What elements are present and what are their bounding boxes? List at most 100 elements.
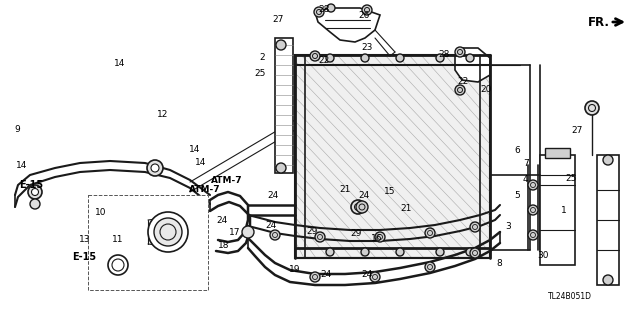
Polygon shape bbox=[315, 8, 380, 42]
Circle shape bbox=[310, 51, 320, 61]
Circle shape bbox=[315, 232, 325, 242]
Text: 24: 24 bbox=[320, 271, 332, 279]
Text: 19: 19 bbox=[289, 265, 301, 274]
Text: 16: 16 bbox=[371, 234, 383, 243]
Text: 15: 15 bbox=[384, 187, 396, 196]
Circle shape bbox=[466, 54, 474, 62]
Text: 17: 17 bbox=[229, 228, 241, 237]
Text: 8: 8 bbox=[496, 259, 502, 268]
Text: 3: 3 bbox=[506, 222, 511, 231]
Circle shape bbox=[603, 275, 613, 285]
Circle shape bbox=[242, 226, 254, 238]
Text: 27: 27 bbox=[572, 126, 583, 135]
Text: 14: 14 bbox=[195, 158, 207, 167]
Circle shape bbox=[396, 248, 404, 256]
Text: 14: 14 bbox=[189, 145, 200, 154]
Bar bbox=[540, 155, 575, 265]
Bar bbox=[545, 148, 570, 158]
Text: 30: 30 bbox=[538, 251, 549, 260]
Text: 4: 4 bbox=[523, 175, 529, 184]
Circle shape bbox=[151, 164, 159, 172]
Circle shape bbox=[108, 255, 128, 275]
Text: TL24B051D: TL24B051D bbox=[548, 292, 592, 300]
Text: 23: 23 bbox=[362, 43, 373, 52]
Circle shape bbox=[436, 248, 444, 256]
Text: 13: 13 bbox=[79, 235, 90, 244]
Circle shape bbox=[425, 228, 435, 238]
Text: 6: 6 bbox=[515, 146, 520, 155]
Circle shape bbox=[375, 232, 385, 242]
Text: 18: 18 bbox=[218, 241, 229, 250]
Circle shape bbox=[528, 205, 538, 215]
Circle shape bbox=[351, 200, 365, 214]
Bar bbox=[597, 155, 619, 285]
Circle shape bbox=[528, 230, 538, 240]
Circle shape bbox=[327, 4, 335, 12]
Text: 2: 2 bbox=[259, 53, 265, 62]
Text: 22: 22 bbox=[458, 77, 469, 86]
Circle shape bbox=[361, 54, 369, 62]
Bar bbox=[295, 55, 490, 258]
Circle shape bbox=[31, 189, 38, 196]
Text: 29: 29 bbox=[351, 229, 362, 238]
Circle shape bbox=[154, 218, 182, 246]
Text: 7: 7 bbox=[523, 159, 529, 167]
Circle shape bbox=[356, 201, 368, 213]
Circle shape bbox=[603, 155, 613, 165]
Circle shape bbox=[148, 212, 188, 252]
Text: 24: 24 bbox=[362, 271, 373, 279]
Circle shape bbox=[470, 248, 480, 258]
Text: 12: 12 bbox=[157, 110, 168, 119]
Text: FR.: FR. bbox=[588, 16, 610, 28]
Circle shape bbox=[30, 199, 40, 209]
Text: E-15: E-15 bbox=[19, 180, 44, 190]
Text: ATM-7: ATM-7 bbox=[211, 176, 243, 185]
Text: 29: 29 bbox=[306, 227, 317, 236]
Circle shape bbox=[326, 248, 334, 256]
Circle shape bbox=[147, 160, 163, 176]
Text: 25: 25 bbox=[255, 69, 266, 78]
Text: 28: 28 bbox=[438, 50, 450, 59]
Circle shape bbox=[455, 47, 465, 57]
Text: 24: 24 bbox=[266, 221, 277, 230]
Text: 21: 21 bbox=[400, 204, 412, 213]
Text: 9: 9 bbox=[14, 125, 20, 134]
Circle shape bbox=[28, 185, 42, 199]
Circle shape bbox=[276, 163, 286, 173]
Text: 5: 5 bbox=[514, 191, 520, 200]
Circle shape bbox=[470, 222, 480, 232]
Circle shape bbox=[370, 272, 380, 282]
Circle shape bbox=[276, 40, 286, 50]
Bar bbox=[275, 38, 293, 173]
Circle shape bbox=[326, 54, 334, 62]
Text: 25: 25 bbox=[565, 174, 577, 183]
Text: 21: 21 bbox=[339, 185, 351, 194]
Polygon shape bbox=[455, 48, 490, 82]
Circle shape bbox=[585, 101, 599, 115]
Text: 24: 24 bbox=[358, 191, 370, 200]
Circle shape bbox=[310, 272, 320, 282]
Circle shape bbox=[361, 248, 369, 256]
Circle shape bbox=[270, 230, 280, 240]
Text: 22: 22 bbox=[318, 56, 330, 65]
Text: 26: 26 bbox=[358, 11, 370, 20]
Text: 24: 24 bbox=[216, 216, 228, 225]
Text: 20: 20 bbox=[480, 85, 492, 94]
Text: ATM-7: ATM-7 bbox=[189, 185, 220, 194]
Circle shape bbox=[455, 85, 465, 95]
Circle shape bbox=[425, 262, 435, 272]
Bar bbox=[88, 195, 208, 290]
Circle shape bbox=[436, 54, 444, 62]
Text: 14: 14 bbox=[16, 161, 28, 170]
Circle shape bbox=[466, 248, 474, 256]
Text: E-15: E-15 bbox=[72, 252, 96, 262]
Text: 1: 1 bbox=[561, 206, 566, 215]
Text: 27: 27 bbox=[272, 15, 284, 24]
Text: 11: 11 bbox=[112, 235, 124, 244]
Circle shape bbox=[314, 7, 324, 17]
Circle shape bbox=[528, 180, 538, 190]
Circle shape bbox=[362, 5, 372, 15]
Circle shape bbox=[396, 54, 404, 62]
Text: 24: 24 bbox=[268, 191, 279, 200]
Circle shape bbox=[355, 204, 362, 211]
